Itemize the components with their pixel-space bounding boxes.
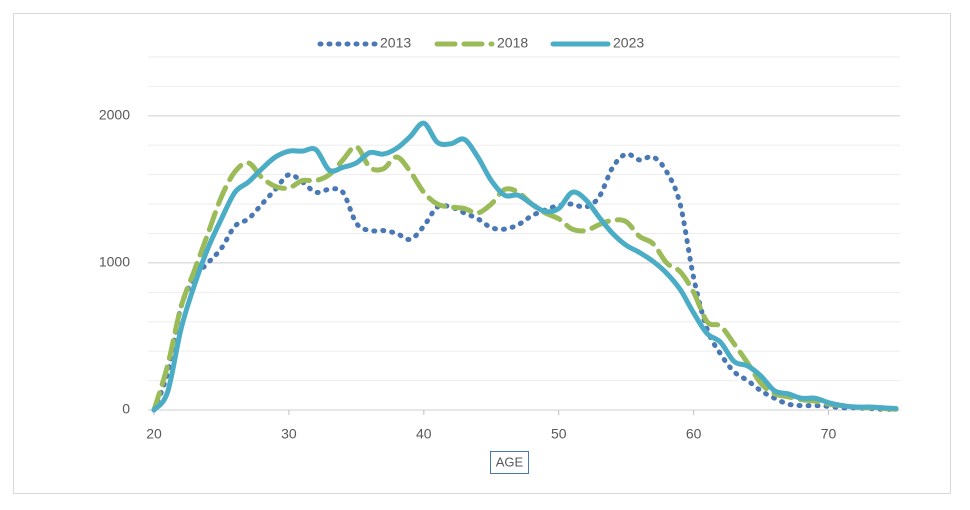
series-line xyxy=(151,151,899,413)
x-tick-label: 20 xyxy=(146,426,162,442)
legend-label: 2018 xyxy=(497,35,528,51)
y-tick-label: 0 xyxy=(122,401,130,417)
legend-label: 2023 xyxy=(613,35,644,51)
x-axis-label: AGE xyxy=(496,454,524,469)
series-line xyxy=(151,120,899,413)
y-tick-label: 1000 xyxy=(99,254,130,270)
x-tick-label: 70 xyxy=(821,426,837,442)
x-tick-label: 60 xyxy=(686,426,702,442)
x-tick-label: 30 xyxy=(281,426,297,442)
legend-label: 2013 xyxy=(380,35,411,51)
chart-frame xyxy=(13,13,951,494)
y-tick-label: 2000 xyxy=(99,107,130,123)
x-label-box xyxy=(490,451,529,474)
x-tick-label: 40 xyxy=(416,426,432,442)
x-tick-label: 50 xyxy=(551,426,567,442)
